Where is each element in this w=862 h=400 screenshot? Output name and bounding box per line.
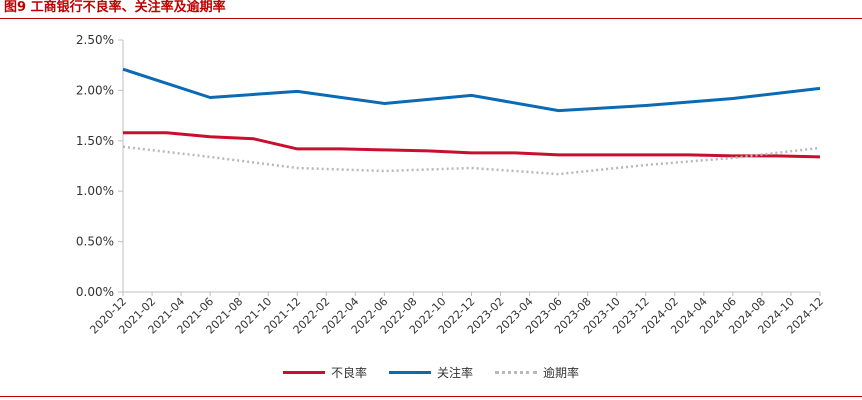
series-layer bbox=[122, 67, 821, 176]
series-line-1 bbox=[122, 67, 821, 113]
y-tick-label: 1.00% bbox=[76, 184, 114, 198]
figure-title: 图9 工商银行不良率、关注率及逾期率 bbox=[4, 0, 226, 15]
y-tick-label: 2.00% bbox=[76, 83, 114, 97]
legend: 不良率 关注率 逾期率 bbox=[0, 364, 862, 381]
y-tick-label: 0.00% bbox=[76, 285, 114, 299]
legend-item-npl: 不良率 bbox=[282, 364, 367, 381]
title-rule bbox=[0, 18, 862, 19]
series-line-2 bbox=[122, 145, 821, 176]
legend-item-overdue: 逾期率 bbox=[495, 364, 579, 381]
legend-swatch-special-mention bbox=[388, 371, 431, 374]
y-tick-label: 2.50% bbox=[76, 33, 114, 47]
legend-swatch-npl bbox=[282, 371, 325, 374]
y-tick-label: 0.50% bbox=[76, 235, 114, 249]
legend-label-special-mention: 关注率 bbox=[436, 366, 473, 380]
legend-item-special-mention: 关注率 bbox=[388, 364, 473, 381]
legend-label-overdue: 逾期率 bbox=[543, 366, 580, 380]
series-line-0 bbox=[123, 131, 821, 159]
x-axis: 2020-122021-022021-042021-062021-082021-… bbox=[87, 291, 826, 337]
footer-rule bbox=[0, 396, 862, 397]
legend-swatch-overdue bbox=[495, 371, 537, 374]
legend-label-npl: 不良率 bbox=[330, 366, 367, 380]
y-tick-label: 1.50% bbox=[76, 134, 114, 148]
y-axis: 0.00% 0.50% 1.00% 1.50% 2.00% 2.50% bbox=[76, 33, 124, 299]
